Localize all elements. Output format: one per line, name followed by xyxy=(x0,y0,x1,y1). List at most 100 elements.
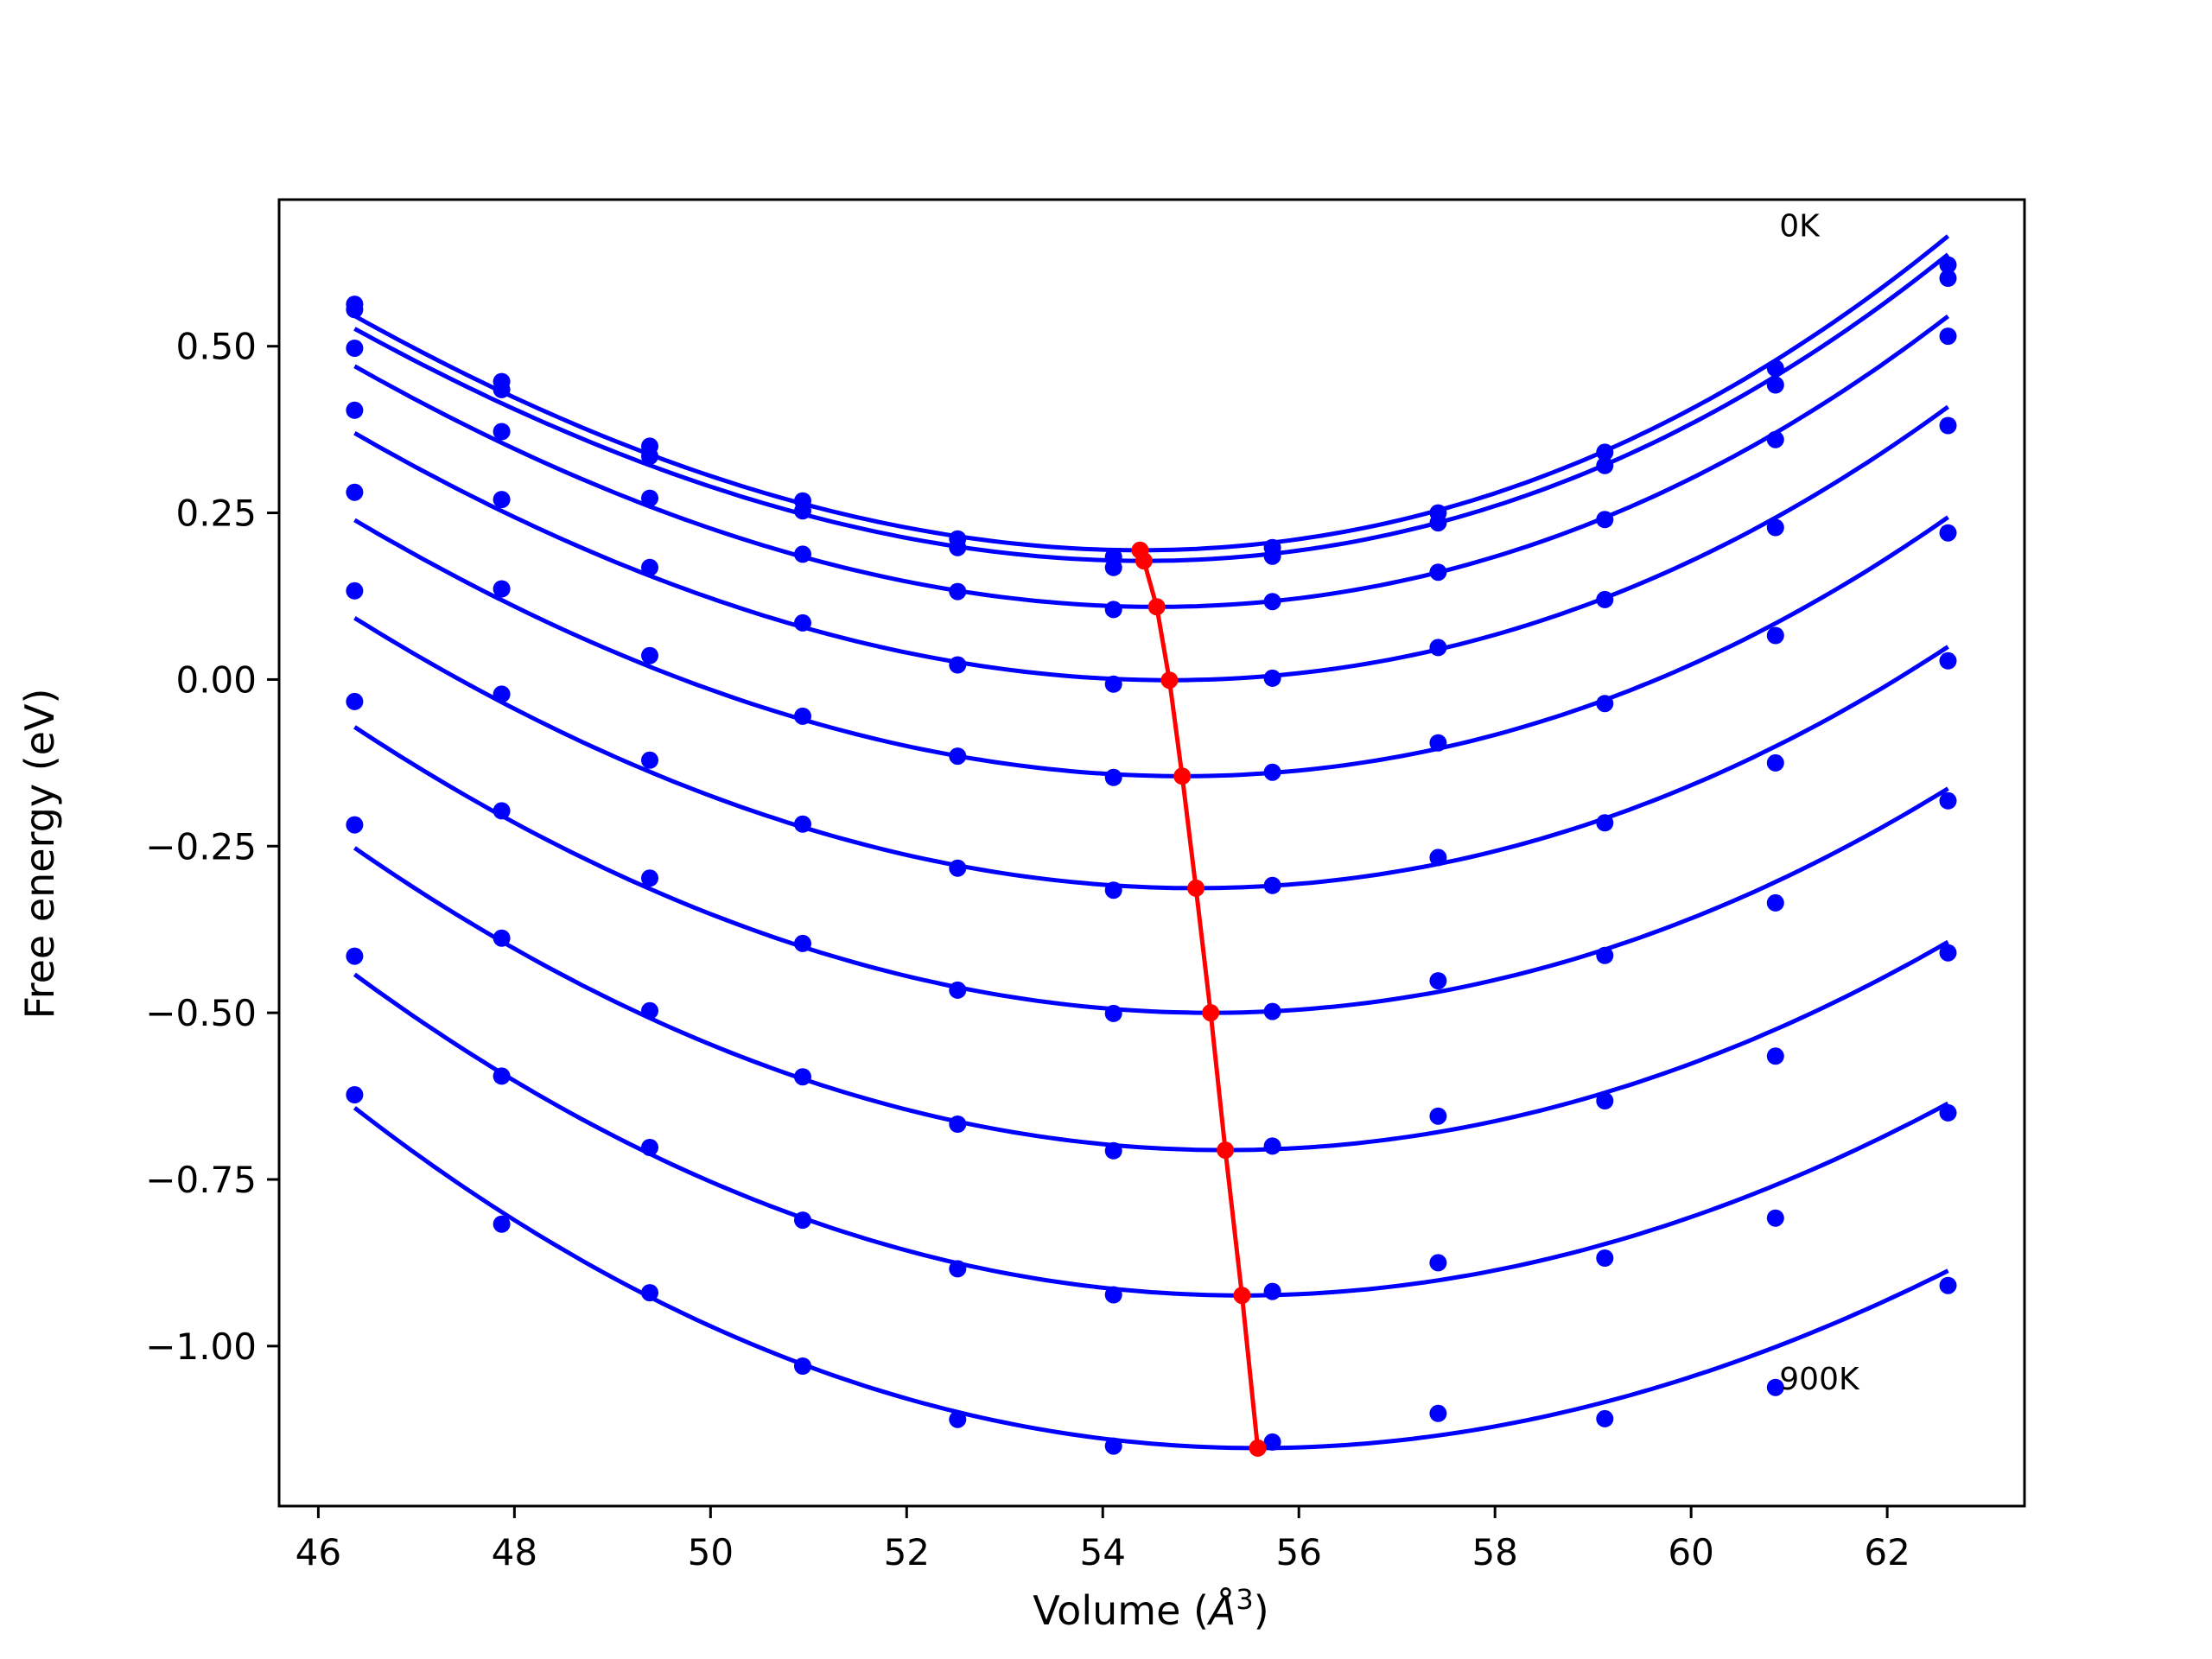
data-point xyxy=(1939,270,1957,287)
fit-curve-6 xyxy=(353,616,1949,891)
data-point xyxy=(1104,1141,1122,1160)
data-point xyxy=(794,934,811,952)
data-point xyxy=(949,656,967,674)
data-point xyxy=(1596,443,1614,461)
data-point xyxy=(493,491,511,509)
data-point xyxy=(493,802,511,820)
data-point xyxy=(346,301,364,319)
data-point xyxy=(1939,416,1957,435)
data-point xyxy=(1766,376,1784,394)
data-point xyxy=(641,489,658,507)
data-point xyxy=(1429,734,1447,752)
data-point xyxy=(794,707,811,725)
data-point xyxy=(794,502,811,520)
data-point xyxy=(641,751,658,769)
data-point xyxy=(949,859,967,877)
data-point xyxy=(493,929,511,947)
data-point xyxy=(641,1001,658,1020)
data-point xyxy=(1939,256,1957,274)
data-point xyxy=(1263,547,1281,565)
x-tick-label: 54 xyxy=(1080,1531,1126,1573)
data-point xyxy=(794,1211,811,1230)
data-point xyxy=(794,1357,811,1375)
fit-curve-7 xyxy=(353,725,1949,1015)
data-point xyxy=(1939,944,1957,962)
data-point xyxy=(346,1086,364,1103)
data-point xyxy=(1263,763,1281,781)
x-tick-label: 58 xyxy=(1471,1531,1517,1573)
data-point xyxy=(1596,1409,1614,1427)
data-point xyxy=(346,401,364,419)
data-point xyxy=(1766,430,1784,448)
data-point xyxy=(493,423,511,441)
data-point xyxy=(1596,814,1614,832)
data-point xyxy=(1596,695,1614,713)
data-point xyxy=(949,1410,967,1428)
equilibrium-point xyxy=(1217,1141,1235,1160)
data-point xyxy=(1104,601,1122,619)
data-point xyxy=(1429,563,1447,582)
data-point xyxy=(794,545,811,563)
y-axis-ticks: 0.50 0.25 0.00 −0.25 −0.50 −0.75 −1.00 xyxy=(145,326,279,1368)
data-point xyxy=(949,1260,967,1278)
equilibrium-point xyxy=(1160,671,1179,690)
fit-curve-9 xyxy=(353,972,1949,1298)
equilibrium-point xyxy=(1173,767,1192,785)
data-point xyxy=(1766,753,1784,772)
data-point xyxy=(1263,876,1281,894)
data-point xyxy=(1596,456,1614,474)
data-point xyxy=(641,1139,658,1156)
data-point xyxy=(1939,524,1957,542)
data-point xyxy=(1263,1137,1281,1155)
y-tick-label: 0.25 xyxy=(175,493,257,535)
fit-curve-8 xyxy=(353,846,1949,1153)
data-point xyxy=(493,685,511,703)
equilibrium-point xyxy=(1135,552,1153,570)
equilibrium-line xyxy=(1131,541,1267,1457)
y-tick-label: −0.50 xyxy=(145,992,257,1034)
data-point xyxy=(1104,1286,1122,1304)
data-point xyxy=(949,582,967,601)
y-tick-label: −0.25 xyxy=(145,825,257,868)
data-point xyxy=(346,340,364,357)
data-point xyxy=(794,1068,811,1086)
data-point xyxy=(346,582,364,600)
data-point xyxy=(1429,1404,1447,1422)
equilibrium-volume-line xyxy=(1138,549,1261,1449)
data-point xyxy=(1766,1378,1784,1396)
data-point xyxy=(1596,590,1614,608)
equilibrium-point xyxy=(1233,1287,1251,1305)
data-point xyxy=(1766,1209,1784,1227)
data-point xyxy=(794,613,811,632)
data-point xyxy=(346,692,364,710)
data-point xyxy=(346,947,364,965)
data-point xyxy=(1596,511,1614,529)
data-point xyxy=(1939,1103,1957,1122)
equilibrium-point xyxy=(1249,1439,1267,1457)
data-point xyxy=(1766,359,1784,378)
data-point xyxy=(949,538,967,556)
temperature-annotation: 900K xyxy=(1779,1362,1860,1397)
equilibrium-point xyxy=(1187,879,1205,897)
temperature-annotation: 0K xyxy=(1779,208,1821,244)
data-point xyxy=(641,558,658,576)
data-point xyxy=(949,747,967,766)
data-point xyxy=(641,1284,658,1302)
data-point xyxy=(1263,669,1281,687)
fit-curve-1 xyxy=(353,234,1950,553)
x-axis-label: Volume (Å3) xyxy=(1033,1583,1268,1634)
data-point xyxy=(346,483,364,501)
data-point xyxy=(1939,791,1957,810)
data-point xyxy=(1766,518,1784,537)
equilibrium-point xyxy=(1202,1004,1220,1022)
y-tick-label: −1.00 xyxy=(145,1325,257,1368)
data-point xyxy=(949,1116,967,1133)
data-point xyxy=(1939,1276,1957,1294)
data-point xyxy=(1429,972,1447,990)
data-point xyxy=(1429,1254,1447,1272)
data-point xyxy=(1104,558,1122,576)
data-point xyxy=(493,1067,511,1085)
x-tick-label: 50 xyxy=(688,1531,734,1573)
data-point xyxy=(1429,849,1447,867)
